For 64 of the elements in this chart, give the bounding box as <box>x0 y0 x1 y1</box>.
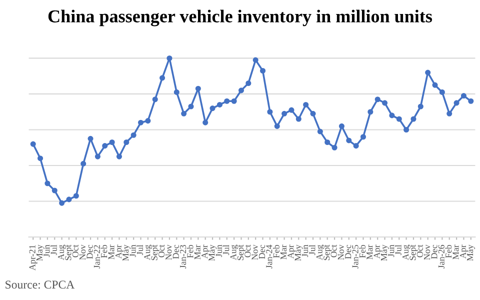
x-tick-label: Jun <box>388 244 394 257</box>
x-tick-label: Apr <box>115 244 124 259</box>
x-tick-label: Apr-21 <box>29 245 38 270</box>
x-tick-label: Nov <box>424 244 430 260</box>
x-tick-label: Feb <box>273 244 280 258</box>
x-tick-label: Sept <box>151 244 160 260</box>
x-tick-label: Nov <box>166 244 172 260</box>
x-tick-label: Oct <box>416 244 423 258</box>
x-tick-label: Jan-24 <box>266 244 272 269</box>
x-tick-label: Jun <box>302 244 308 257</box>
x-tick-label: Mar <box>194 244 200 260</box>
x-tick-label: Sept <box>410 244 418 260</box>
x-tick-label: Oct <box>72 244 78 258</box>
x-tick-label: Aug <box>316 244 324 260</box>
x-tick-label: Jan-25 <box>352 244 358 269</box>
x-tick-label: Apr <box>460 244 468 259</box>
x-tick-label: May <box>36 244 44 261</box>
x-tick-label: Nov <box>80 244 86 260</box>
chart-title: China passenger vehicle inventory in million units <box>48 10 432 26</box>
x-tick-label: Sept <box>324 244 332 260</box>
x-tick-label: Mar <box>452 244 459 260</box>
x-tick-label: Oct <box>244 244 251 258</box>
x-tick-label: Feb <box>100 244 108 258</box>
x-tick-label: Aug <box>58 244 66 260</box>
x-tick-label: Apr <box>374 244 382 259</box>
x-tick-label: Jun <box>44 244 50 257</box>
x-tick-label: Feb <box>359 244 366 258</box>
x-tick-label: Feb <box>445 244 452 258</box>
source-note: Source: CPCA <box>6 280 75 289</box>
x-tick-label: May <box>381 244 389 261</box>
x-tick-label: Dec <box>172 244 179 259</box>
x-tick-label: May <box>208 244 217 261</box>
x-tick-label: Jan-22 <box>94 245 100 269</box>
x-tick-label: Aug <box>402 244 410 260</box>
x-tick-label: Aug <box>144 244 152 260</box>
x-tick-label: Aug <box>230 244 238 260</box>
x-tick-label: Mar <box>108 244 114 260</box>
x-tick-label: Apr <box>202 244 210 259</box>
x-tick-label: Mar <box>366 244 373 260</box>
x-tick-label: Apr <box>288 244 296 259</box>
x-tick-label: Jan-23 <box>180 244 186 269</box>
x-tick-label: Dec <box>86 244 93 259</box>
x-tick-label: Nov <box>338 244 344 260</box>
x-tick-label: Jul <box>222 244 230 255</box>
x-tick-label: Dec <box>431 244 438 259</box>
x-tick-label: Feb <box>186 244 194 258</box>
x-tick-label: Jun <box>216 244 222 257</box>
x-tick-label: Sept <box>65 244 74 260</box>
x-tick-label: Oct <box>330 244 337 258</box>
x-tick-label: Jun <box>130 244 136 257</box>
x-tick-label: Sept <box>237 244 246 260</box>
x-tick-label: May <box>122 244 130 261</box>
x-tick-label: Oct <box>158 244 165 258</box>
x-tick-label: Mar <box>280 244 287 260</box>
x-tick-label: Nov <box>252 244 258 260</box>
x-tick-label: May <box>467 244 475 261</box>
x-tick-label: Jan-26 <box>438 244 444 269</box>
x-tick-label: Jul <box>50 244 57 255</box>
x-tick-label: Jul <box>308 244 316 255</box>
x-tick-label: Dec <box>345 244 352 259</box>
x-tick-label: Dec <box>259 244 266 259</box>
x-tick-label: Jul <box>395 244 402 255</box>
x-tick-label: Jul <box>136 244 144 255</box>
x-tick-label: May <box>294 244 303 261</box>
